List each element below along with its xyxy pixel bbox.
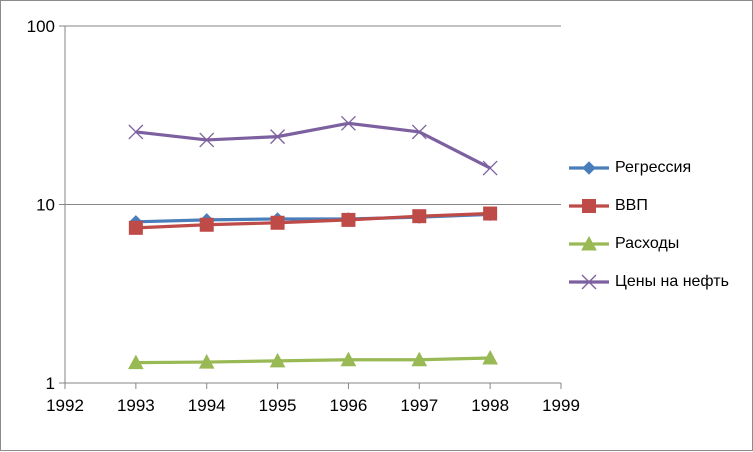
x-tick-label: 1998 xyxy=(471,396,509,415)
tick-labels: 1 10 100 1992 1993 1994 1995 1996 1997 1998 1999 xyxy=(27,17,580,415)
legend-item: ВВП xyxy=(567,189,752,227)
data-point-stroke xyxy=(199,132,215,148)
legend-label: ВВП xyxy=(615,197,648,214)
data-point xyxy=(199,132,215,148)
data-point xyxy=(341,212,356,227)
legend-swatch xyxy=(569,161,609,175)
legend-item: Расходы xyxy=(567,227,752,265)
data-point xyxy=(340,351,357,367)
x-tick-label: 1993 xyxy=(117,396,155,415)
series-line xyxy=(135,121,491,170)
x-tick-label: 1994 xyxy=(188,396,226,415)
data-point xyxy=(199,217,214,232)
data-point xyxy=(582,161,596,175)
legend: Регрессия ВВП Расходы Цены на нефть xyxy=(567,151,752,303)
legend-swatch xyxy=(569,235,609,251)
data-point xyxy=(270,129,286,145)
data-point xyxy=(340,115,356,131)
series-line xyxy=(135,211,491,230)
data-point-stroke xyxy=(128,124,144,140)
data-point-stroke xyxy=(340,115,356,131)
data-point xyxy=(411,351,428,367)
data-point-stroke xyxy=(482,160,498,176)
gridlines xyxy=(65,25,561,205)
data-point xyxy=(128,220,143,235)
x-tick-label: 1996 xyxy=(330,396,368,415)
data-point xyxy=(483,206,498,221)
data-point-stroke xyxy=(270,129,286,145)
data-point xyxy=(128,354,144,370)
x-tick-label: 1992 xyxy=(46,396,84,415)
y-tick-label: 100 xyxy=(27,17,55,36)
data-point xyxy=(412,209,427,224)
series-line xyxy=(135,356,491,365)
data-point xyxy=(128,124,144,140)
data-point xyxy=(482,160,498,176)
data-point xyxy=(482,349,498,365)
series-2 xyxy=(128,349,498,370)
legend-swatch xyxy=(569,199,609,213)
series-lines xyxy=(128,115,498,370)
data-point-stroke xyxy=(581,274,597,290)
legend-item: Регрессия xyxy=(567,151,752,189)
data-point xyxy=(581,235,597,251)
data-point xyxy=(411,124,427,140)
series-1 xyxy=(128,206,498,235)
data-point xyxy=(198,354,215,369)
legend-label: Регрессия xyxy=(615,159,692,176)
y-tick-label: 1 xyxy=(46,374,55,393)
axes xyxy=(59,25,562,389)
legend-label: Расходы xyxy=(615,235,680,252)
x-tick-label: 1997 xyxy=(400,396,438,415)
legend-label: Цены на нефть xyxy=(615,273,729,290)
data-point xyxy=(270,215,285,230)
series-3 xyxy=(128,115,498,176)
x-tick-label: 1999 xyxy=(542,396,580,415)
data-point-stroke xyxy=(411,124,427,140)
data-point xyxy=(269,352,286,368)
data-point xyxy=(582,199,596,213)
legend-swatch xyxy=(569,274,609,290)
data-point xyxy=(581,274,597,290)
x-tick-label: 1995 xyxy=(259,396,297,415)
legend-item: Цены на нефть xyxy=(567,265,752,303)
y-tick-label: 10 xyxy=(36,196,55,215)
